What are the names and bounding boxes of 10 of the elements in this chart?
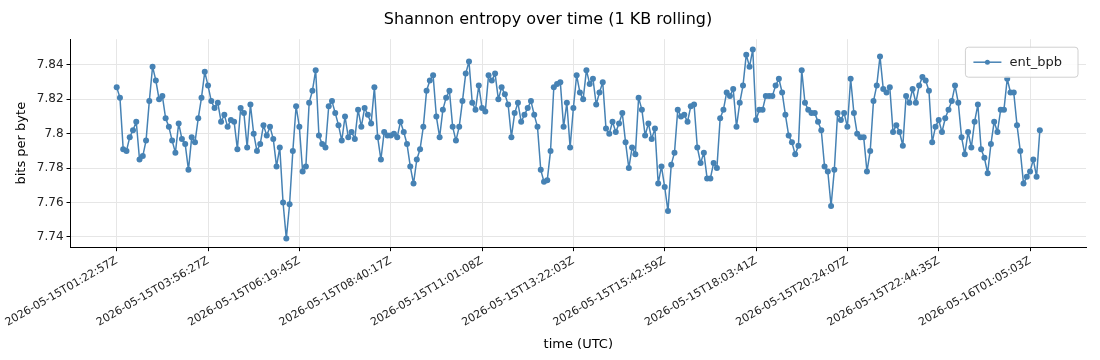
y-tick-label: 7.8 [44,125,64,140]
chart-title: Shannon entropy over time (1 KB rolling) [383,8,713,28]
x-axis-title: time (UTC) [543,335,613,351]
y-tick-label: 7.84 [36,57,64,72]
y-tick-label: 7.74 [36,228,64,243]
y-tick-label: 7.78 [36,160,64,175]
y-axis-title: bits per byte [13,101,29,185]
legend-label: ent_bpb [1009,53,1062,69]
y-tick-label: 7.76 [36,194,64,209]
y-tick-label: 7.82 [36,91,64,106]
